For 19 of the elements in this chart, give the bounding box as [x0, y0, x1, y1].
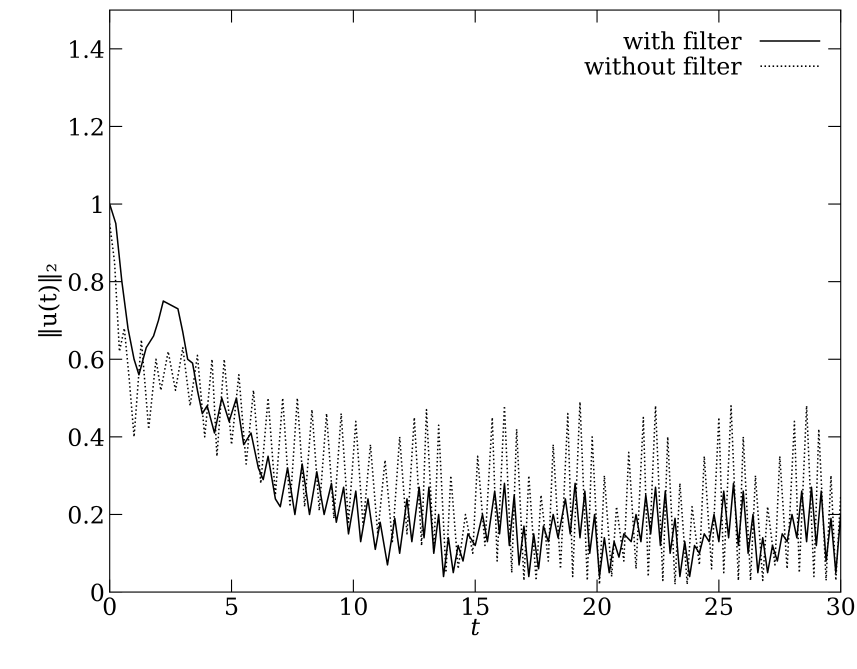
x-tick-label: 25 [705, 597, 732, 616]
x-tick-label: 5 [226, 598, 238, 616]
y-axis-title: ‖u(t)‖₂ [38, 264, 62, 336]
y-tick-label: 0.2 [68, 506, 103, 524]
x-tick-label: 30 [827, 597, 854, 616]
x-tick-label: 0 [104, 597, 116, 616]
legend-label: without filter [584, 56, 742, 75]
y-tick-label: 0.6 [68, 350, 104, 369]
y-tick-label: 0.4 [68, 428, 104, 446]
y-tick-label: 1.2 [70, 118, 103, 136]
y-tick-label: 0.8 [68, 273, 104, 291]
y-tick-label: 0 [91, 584, 104, 602]
x-axis-title: t [472, 618, 480, 636]
y-tick-label: 1.4 [70, 40, 104, 58]
y-tick-label: 1 [92, 195, 102, 214]
x-tick-label: 15 [463, 597, 488, 616]
x-tick-label: 20 [584, 597, 610, 616]
legend-label: with filter [623, 31, 742, 50]
x-tick-label: 10 [341, 597, 367, 616]
